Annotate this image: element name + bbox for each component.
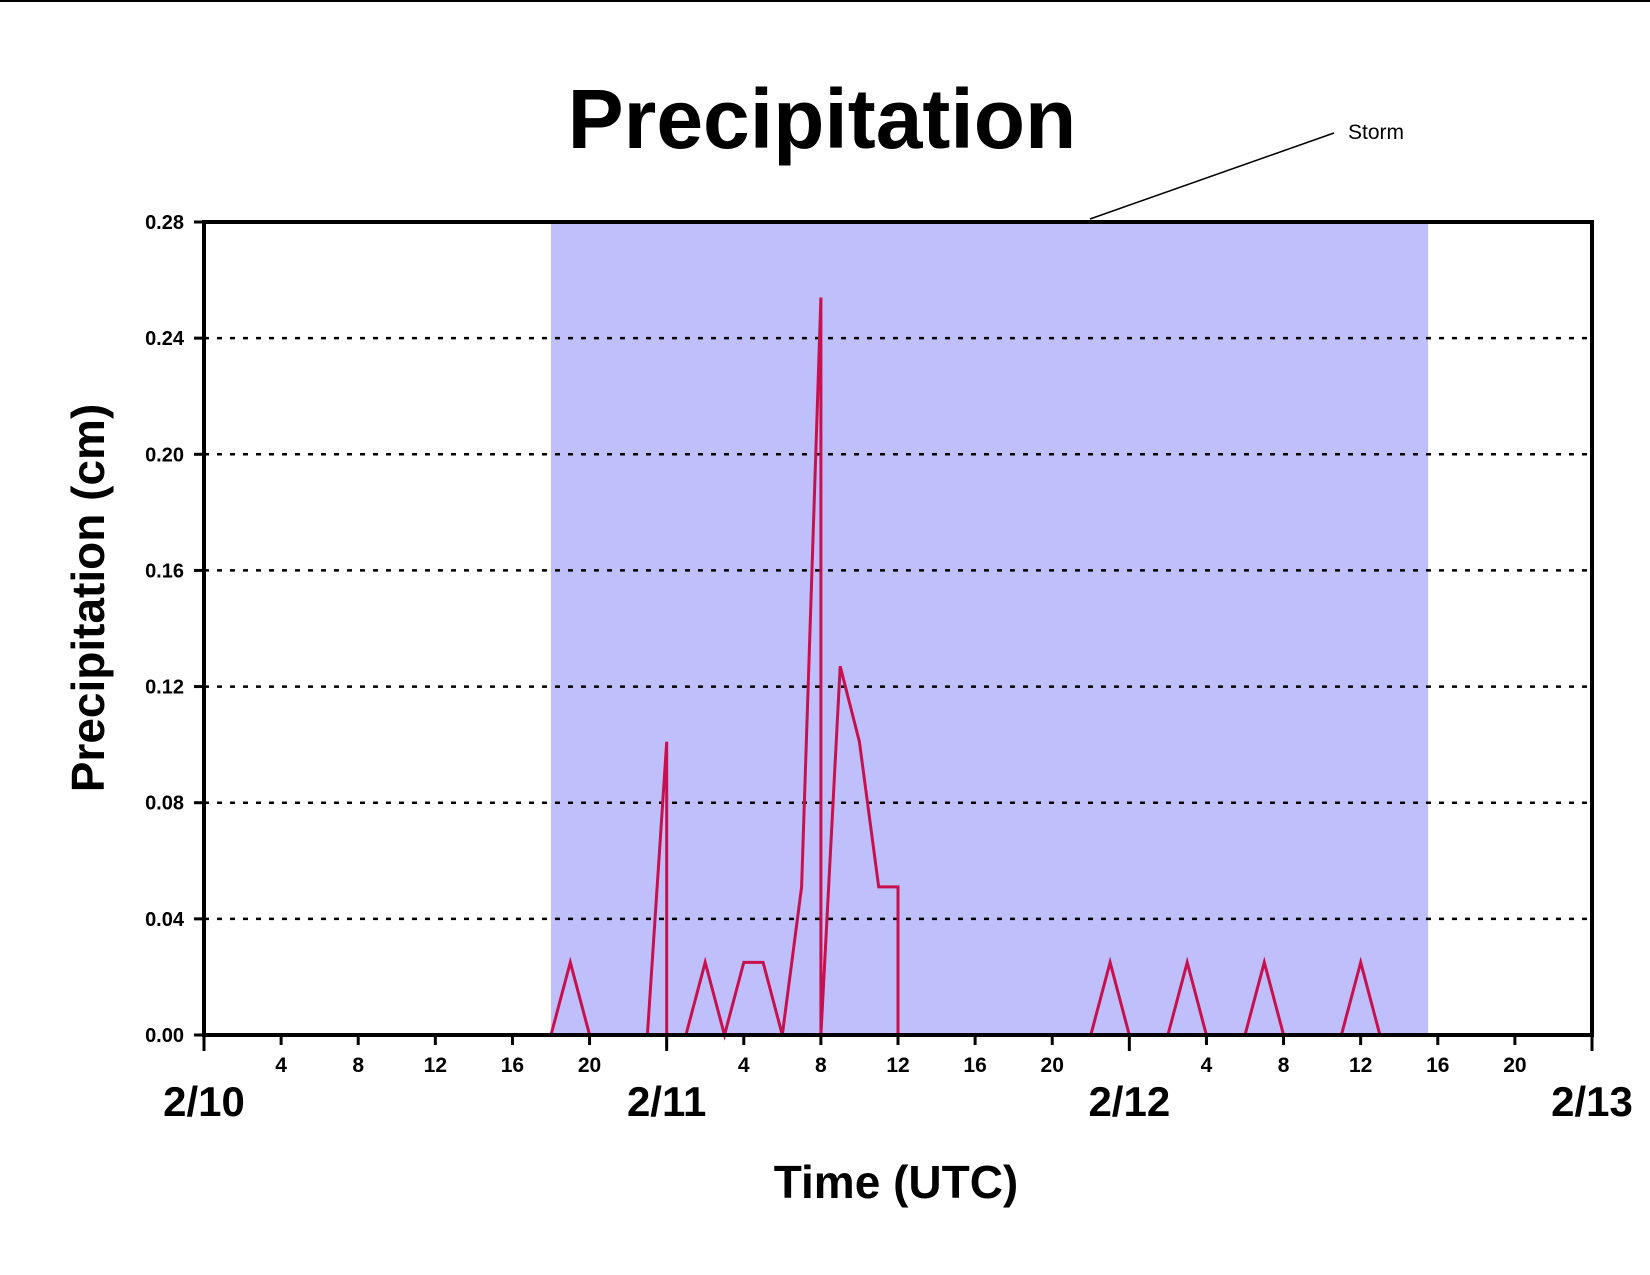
hour-tick-label: 20	[578, 1054, 601, 1077]
y-axis-title: Precipitation (cm)	[62, 404, 114, 793]
hour-tick-label: 20	[1041, 1054, 1064, 1077]
storm-annotation-leader	[1089, 132, 1335, 220]
hour-tick-label: 8	[352, 1054, 364, 1077]
storm-annotation-label: Storm	[1348, 121, 1404, 144]
hour-tick-label: 16	[963, 1054, 986, 1077]
hour-tick-label: 4	[1201, 1054, 1213, 1077]
y-tick-label: 0.28	[145, 212, 184, 234]
y-tick-label: 0.04	[145, 909, 185, 931]
hour-tick-label: 12	[886, 1054, 909, 1077]
y-tick-label: 0.16	[145, 560, 184, 582]
hour-tick-label: 4	[738, 1054, 750, 1077]
date-label: 2/11	[627, 1078, 706, 1125]
hour-tick-label: 20	[1503, 1054, 1526, 1077]
y-tick-label: 0.20	[145, 444, 184, 466]
hour-tick-label: 12	[424, 1054, 447, 1077]
hour-tick-label: 4	[275, 1054, 287, 1077]
date-label: 2/12	[1088, 1078, 1170, 1125]
top-border-line	[0, 0, 1650, 2]
hour-tick-label: 12	[1349, 1054, 1372, 1077]
hour-tick-label: 8	[815, 1054, 827, 1077]
chart-title: Precipitation	[568, 72, 1077, 166]
hour-tick-label: 16	[501, 1054, 524, 1077]
y-tick-label: 0.12	[145, 677, 184, 699]
storm-region	[551, 222, 1429, 1035]
x-axis-title: Time (UTC)	[774, 1156, 1019, 1208]
date-label: 2/10	[163, 1078, 245, 1125]
y-tick-label: 0.24	[145, 328, 185, 350]
precipitation-series-line	[204, 297, 1592, 1041]
y-tick-label: 0.08	[145, 793, 184, 815]
hour-tick-label: 8	[1278, 1054, 1290, 1077]
date-label: 2/13	[1551, 1078, 1633, 1125]
y-tick-label: 0.00	[145, 1025, 184, 1047]
hour-tick-label: 16	[1426, 1054, 1449, 1077]
